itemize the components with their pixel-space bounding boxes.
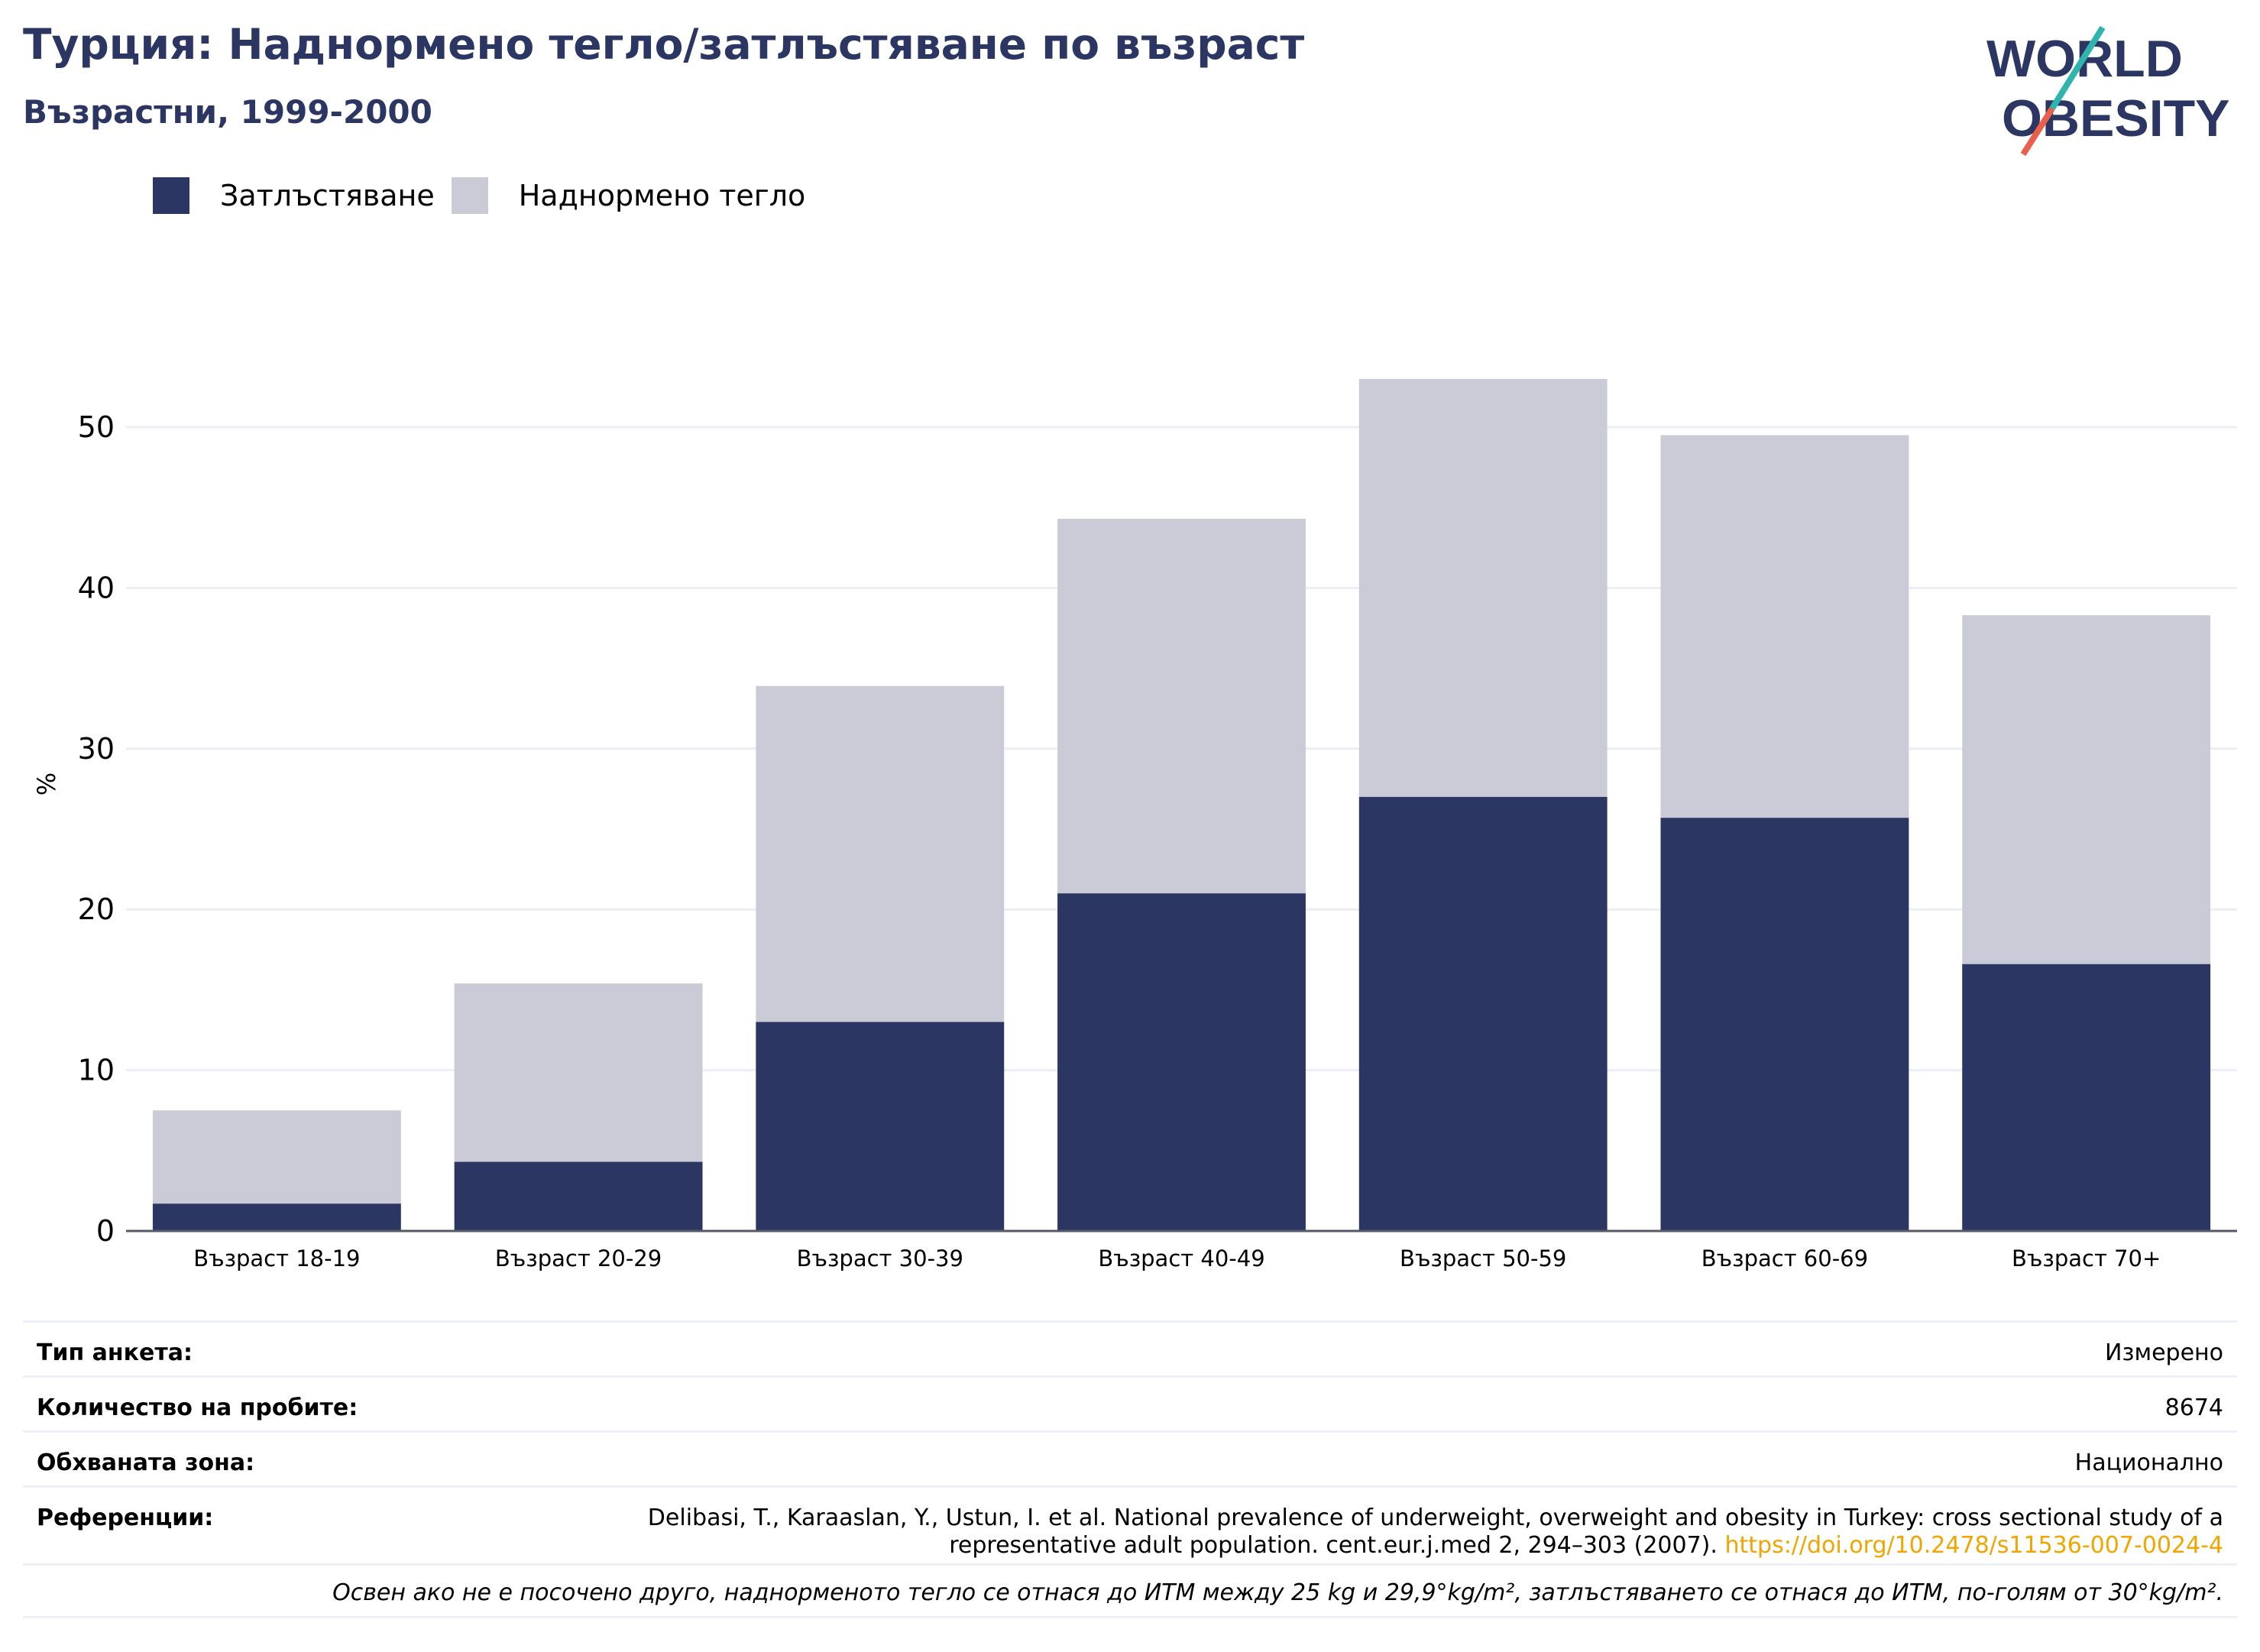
- references-line1: Delibasi, T., Karaaslan, Y., Ustun, I. e…: [647, 1505, 2223, 1531]
- y-tick-label: 20: [78, 892, 115, 926]
- survey-type-label: Тип анкета:: [37, 1339, 193, 1366]
- references-doi-link[interactable]: https://doi.org/10.2478/s11536-007-0024-…: [1724, 1532, 2223, 1559]
- legend-item-overweight[interactable]: Наднормено тегло: [451, 177, 806, 214]
- bar-overweight: [152, 1110, 401, 1204]
- x-tick-label: Възраст 70+: [2012, 1245, 2161, 1271]
- world-obesity-logo: WORLD OBESITY: [1986, 25, 2230, 157]
- bar-overweight: [1358, 378, 1608, 797]
- y-tick-label: 50: [78, 410, 115, 444]
- x-tick-label: Възраст 50-59: [1400, 1245, 1566, 1271]
- x-tick-label: Възраст 18-19: [193, 1245, 360, 1271]
- x-tick-label: Възраст 20-29: [495, 1245, 662, 1271]
- chart-subtitle: Възрастни, 1999-2000: [23, 93, 432, 131]
- references-line2: representative adult population. cent.eu…: [949, 1532, 1718, 1559]
- meta-row-sample-size: Количество на пробите: 8674: [23, 1375, 2237, 1430]
- legend: Затлъстяване Наднормено тегло: [153, 176, 822, 215]
- x-tick-label: Възраст 30-39: [797, 1245, 963, 1271]
- y-axis-label: %: [32, 773, 61, 795]
- bar-obesity: [1057, 893, 1306, 1231]
- bar-obesity: [152, 1203, 401, 1231]
- y-tick-label: 30: [78, 732, 115, 766]
- meta-row-survey-type: Тип анкета: Измерено: [23, 1320, 2237, 1375]
- survey-type-value: Измерено: [2105, 1339, 2223, 1366]
- metadata-table: Тип анкета: Измерено Количество на проби…: [23, 1320, 2237, 1618]
- bar-overweight: [454, 983, 703, 1162]
- logo-coral-slash: [2020, 106, 2055, 157]
- legend-label-obesity: Затлъстяване: [220, 179, 435, 212]
- legend-label-overweight: Наднормено тегло: [518, 179, 806, 212]
- chart-title: Турция: Наднормено тегло/затлъстяване по…: [23, 20, 1305, 69]
- bar-obesity: [1358, 796, 1608, 1231]
- references-value: Delibasi, T., Karaaslan, Y., Ustun, I. e…: [648, 1505, 2223, 1560]
- legend-swatch-overweight: [451, 177, 488, 214]
- sample-size-label: Количество на пробите:: [37, 1394, 358, 1421]
- x-tick-label: Възраст 40-49: [1098, 1245, 1264, 1271]
- bar-overweight: [756, 685, 1005, 1022]
- legend-swatch-obesity: [153, 177, 189, 214]
- logo-teal-slash: [2049, 25, 2106, 111]
- sample-size-value: 8674: [2164, 1394, 2223, 1421]
- definition-note: Освен ако не е посочено друго, наднормен…: [23, 1563, 2237, 1618]
- y-tick-label: 40: [78, 571, 115, 604]
- bar-overweight: [1962, 615, 2211, 964]
- logo-line2: OBESITY: [2002, 89, 2230, 147]
- references-label: Референции:: [37, 1505, 214, 1531]
- y-tick-label: 10: [78, 1054, 115, 1087]
- meta-row-references: Референции: Delibasi, T., Karaaslan, Y.,…: [23, 1485, 2237, 1563]
- area-label: Обхваната зона:: [37, 1450, 255, 1476]
- y-tick-label: 0: [96, 1214, 115, 1248]
- meta-row-area: Обхваната зона: Национално: [23, 1430, 2237, 1485]
- stacked-bar-chart: 0 10 20 30 40 50% Възраст 18-19 Възраст 20-29 Въ…: [32, 378, 2237, 1271]
- bar-obesity: [454, 1161, 703, 1231]
- bar-obesity: [1660, 818, 1909, 1231]
- bar-overweight: [1660, 435, 1909, 818]
- bar-overweight: [1057, 518, 1306, 894]
- x-tick-label: Възраст 60-69: [1701, 1245, 1868, 1271]
- area-value: Национално: [2074, 1450, 2223, 1476]
- bar-obesity: [756, 1022, 1005, 1231]
- bar-obesity: [1962, 964, 2211, 1231]
- legend-item-obesity[interactable]: Затлъстяване: [153, 177, 435, 214]
